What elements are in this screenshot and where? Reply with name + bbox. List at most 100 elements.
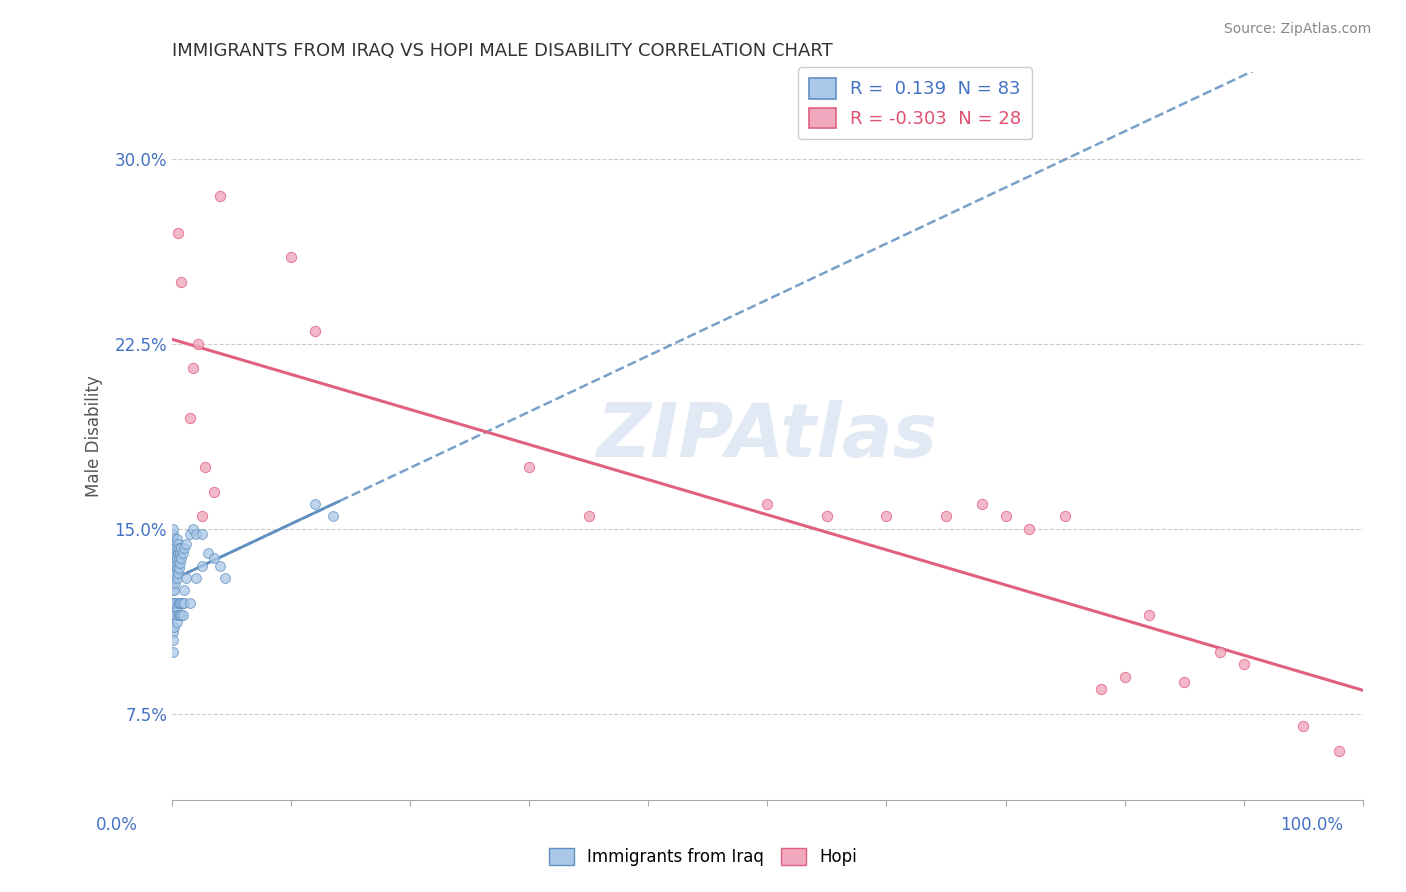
Point xyxy=(179,596,201,610)
Point xyxy=(166,532,188,546)
Point xyxy=(202,484,225,499)
Point xyxy=(183,361,205,376)
Point xyxy=(163,620,186,634)
Point xyxy=(166,571,188,585)
Text: 100.0%: 100.0% xyxy=(1279,816,1343,834)
Point xyxy=(169,596,191,610)
Point xyxy=(162,625,184,640)
Point xyxy=(1233,657,1256,672)
Point xyxy=(166,608,188,623)
Point xyxy=(166,566,188,581)
Point xyxy=(1327,744,1350,758)
Point xyxy=(173,596,195,610)
Point xyxy=(169,546,191,560)
Point xyxy=(174,571,197,585)
Legend: R =  0.139  N = 83, R = -0.303  N = 28: R = 0.139 N = 83, R = -0.303 N = 28 xyxy=(799,67,1032,139)
Point xyxy=(517,460,540,475)
Point xyxy=(1137,608,1160,623)
Point xyxy=(322,509,344,524)
Point xyxy=(170,275,193,289)
Point xyxy=(169,608,191,623)
Point xyxy=(162,620,184,634)
Y-axis label: Male Disability: Male Disability xyxy=(86,376,103,497)
Point xyxy=(170,551,193,566)
Point xyxy=(162,632,184,647)
Point xyxy=(162,571,184,585)
Point xyxy=(163,541,186,556)
Point xyxy=(1173,674,1195,689)
Point xyxy=(184,571,207,585)
Point xyxy=(173,541,195,556)
Point xyxy=(1018,522,1040,536)
Point xyxy=(166,541,188,556)
Legend: Immigrants from Iraq, Hopi: Immigrants from Iraq, Hopi xyxy=(543,841,863,873)
Text: IMMIGRANTS FROM IRAQ VS HOPI MALE DISABILITY CORRELATION CHART: IMMIGRANTS FROM IRAQ VS HOPI MALE DISABI… xyxy=(172,42,832,60)
Point xyxy=(1054,509,1077,524)
Point xyxy=(280,251,302,265)
Text: Source: ZipAtlas.com: Source: ZipAtlas.com xyxy=(1223,22,1371,37)
Point xyxy=(167,551,190,566)
Point xyxy=(166,546,188,560)
Point xyxy=(172,596,194,610)
Point xyxy=(162,541,184,556)
Point xyxy=(970,497,993,511)
Point xyxy=(166,551,188,566)
Point xyxy=(163,546,186,560)
Point xyxy=(166,615,188,630)
Point xyxy=(165,608,187,623)
Point xyxy=(190,558,212,573)
Point xyxy=(170,596,193,610)
Point xyxy=(183,522,205,536)
Point xyxy=(162,546,184,560)
Point xyxy=(165,596,187,610)
Point xyxy=(165,546,187,560)
Point xyxy=(165,551,187,566)
Point xyxy=(166,536,188,550)
Point xyxy=(179,410,201,425)
Point xyxy=(172,546,194,560)
Point xyxy=(179,526,201,541)
Point xyxy=(162,536,184,550)
Point xyxy=(162,551,184,566)
Point xyxy=(166,596,188,610)
Point xyxy=(165,566,187,581)
Point xyxy=(166,600,188,615)
Point xyxy=(162,522,184,536)
Point xyxy=(170,541,193,556)
Point xyxy=(174,536,197,550)
Point xyxy=(815,509,838,524)
Point xyxy=(167,541,190,556)
Point xyxy=(162,566,184,581)
Point xyxy=(162,556,184,570)
Point xyxy=(170,608,193,623)
Point xyxy=(166,561,188,575)
Point xyxy=(166,226,188,240)
Point xyxy=(163,583,186,598)
Point xyxy=(208,558,231,573)
Point xyxy=(163,596,186,610)
Point xyxy=(162,532,184,546)
Point xyxy=(208,188,231,202)
Point xyxy=(162,645,184,659)
Point xyxy=(304,325,326,339)
Point xyxy=(165,541,187,556)
Point xyxy=(167,596,190,610)
Point xyxy=(194,460,217,475)
Point xyxy=(935,509,957,524)
Point xyxy=(214,571,236,585)
Point xyxy=(167,608,190,623)
Point xyxy=(304,497,326,511)
Text: 0.0%: 0.0% xyxy=(96,816,138,834)
Point xyxy=(190,509,212,524)
Point xyxy=(202,551,225,566)
Point xyxy=(187,336,209,351)
Point xyxy=(162,596,184,610)
Point xyxy=(756,497,779,511)
Point xyxy=(165,576,187,591)
Point xyxy=(163,558,186,573)
Point xyxy=(162,608,184,623)
Point xyxy=(162,583,184,598)
Point xyxy=(578,509,600,524)
Point xyxy=(162,526,184,541)
Point xyxy=(163,571,186,585)
